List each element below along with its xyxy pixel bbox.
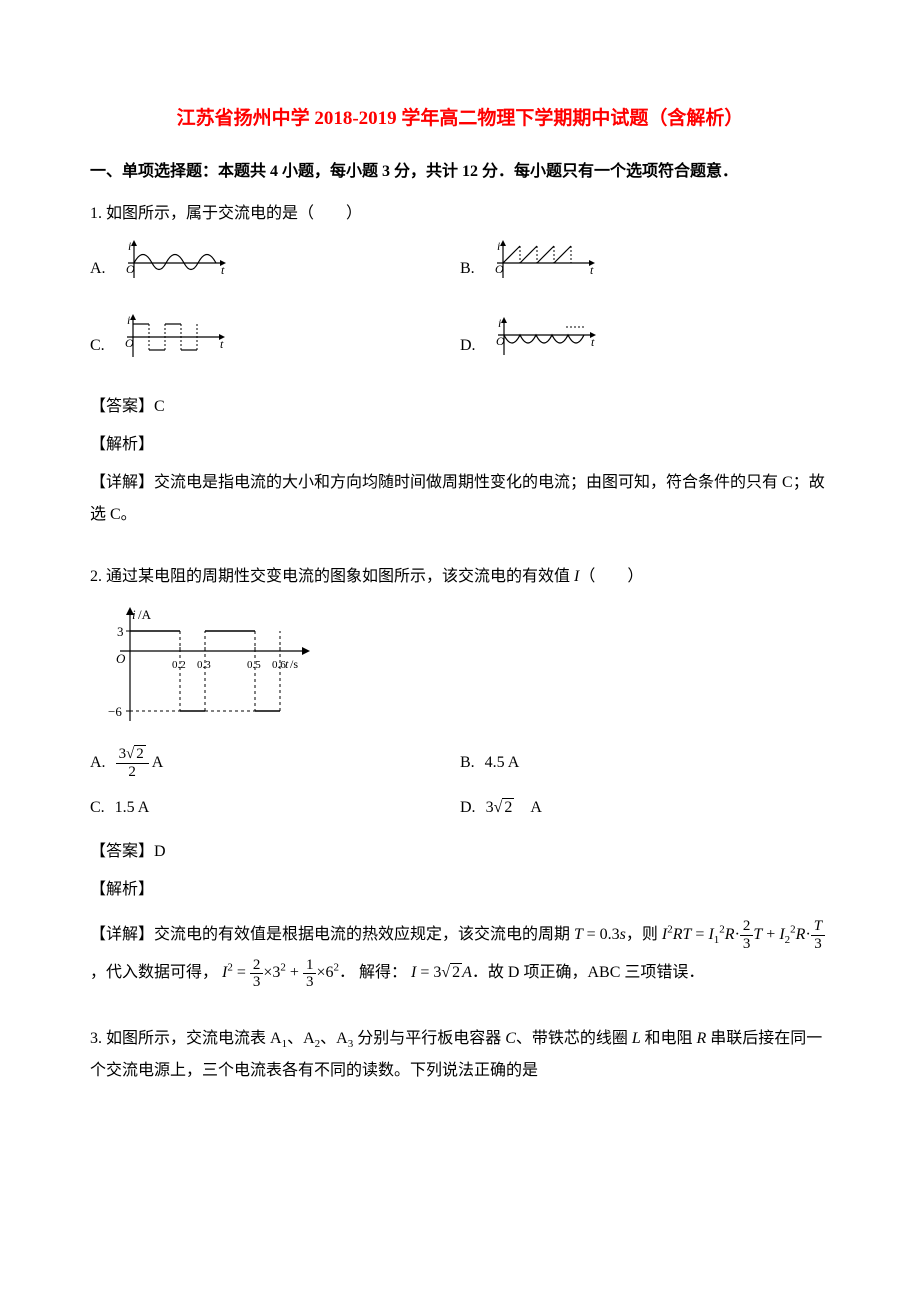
q2-option-a: A. 3√2 2 A <box>90 746 460 780</box>
q1-answer: 【答案】C <box>90 391 830 423</box>
q3-t3: 、A <box>320 1030 348 1047</box>
q2-period: T <box>574 926 587 943</box>
q2-option-c: C. 1.5 A <box>90 792 460 824</box>
q1-details-label: 【详解】 <box>90 474 154 491</box>
q1-details: 【详解】交流电是指电流的大小和方向均随时间做周期性变化的电流；由图可知，符合条件… <box>90 467 830 531</box>
q3-t4: 分别与平行板电容器 <box>353 1030 505 1047</box>
svg-text:t: t <box>590 263 594 277</box>
q2-c-text: 1.5 A <box>115 792 150 824</box>
q2-option-b: B. 4.5 A <box>460 747 830 779</box>
q2-a-label: A. <box>90 747 106 779</box>
q1-answer-label: 【答案】 <box>90 398 154 415</box>
q2-option-d: D. 3√2 A <box>460 792 830 824</box>
document-title: 江苏省扬州中学 2018-2019 学年高二物理下学期期中试题（含解析） <box>90 100 830 138</box>
q1-options-row-1: A. O i t B. O i t <box>90 238 830 300</box>
q2-options-row-2: C. 1.5 A D. 3√2 A <box>90 792 830 824</box>
svg-text:i: i <box>127 313 130 327</box>
q2-details-3: ，代入数据可得， <box>90 964 218 981</box>
q2-details-4: ． 解得： <box>339 964 407 981</box>
svg-text:t: t <box>221 263 225 277</box>
q2-b-text: 4.5 A <box>485 747 520 779</box>
q2-details-1: 交流电的有效值是根据电流的热效应规定，该交流电的周期 <box>154 926 570 943</box>
q2-answer-value: D <box>154 843 166 860</box>
q2-answer: 【答案】D <box>90 836 830 868</box>
q1-text: 1. 如图所示，属于交流电的是（ ） <box>90 198 830 230</box>
svg-text:t: t <box>220 337 224 351</box>
q2-d-text: 3√2 A <box>486 792 542 824</box>
svg-text:−6: −6 <box>108 704 122 719</box>
svg-text:O: O <box>495 262 504 276</box>
q2-answer-label: 【答案】 <box>90 843 154 860</box>
q1-c-label: C. <box>90 330 105 362</box>
q1-option-c: C. O i t <box>90 312 460 379</box>
svg-text:3: 3 <box>117 624 124 639</box>
section-header: 一、单项选择题：本题共 4 小题，每小题 3 分，共计 12 分．每小题只有一个… <box>90 156 830 188</box>
q1-answer-value: C <box>154 398 165 415</box>
svg-text:O: O <box>125 336 134 350</box>
q3-l: L <box>632 1030 645 1047</box>
q1-option-d: D. O i t <box>460 315 830 377</box>
q1-options-row-2: C. O i t D. <box>90 312 830 379</box>
q2-text: 2. 通过某电阻的周期性交变电流的图象如图所示，该交流电的有效值 I（ ） <box>90 561 830 593</box>
q1-d-label: D. <box>460 330 476 362</box>
q2-text-post: （ ） <box>579 568 643 585</box>
svg-text:O: O <box>496 334 505 348</box>
svg-text:O: O <box>116 651 126 666</box>
q2-text-pre: 2. 通过某电阻的周期性交变电流的图象如图所示，该交流电的有效值 <box>90 568 574 585</box>
q1-b-graph: O i t <box>485 238 600 300</box>
q3-t1: 3. 如图所示，交流电流表 A <box>90 1030 282 1047</box>
q2-b-label: B. <box>460 747 475 779</box>
q3-text: 3. 如图所示，交流电流表 A1、A2、A3 分别与平行板电容器 C、带铁芯的线… <box>90 1023 830 1087</box>
q2-c-label: C. <box>90 792 105 824</box>
q2-details-2: ，则 <box>626 926 662 943</box>
svg-text:t: t <box>591 335 595 349</box>
q1-c-graph: O i t <box>115 312 230 379</box>
q3-t5: 、带铁芯的线圈 <box>516 1030 632 1047</box>
q3-r: R <box>697 1030 711 1047</box>
q2-d-label: D. <box>460 792 476 824</box>
q1-option-b: B. O i t <box>460 238 830 300</box>
svg-text:O: O <box>126 262 135 276</box>
svg-text:i: i <box>128 239 131 253</box>
q1-details-text: 交流电是指电流的大小和方向均随时间做周期性变化的电流；由图可知，符合条件的只有 … <box>90 474 825 523</box>
q2-a-unit: A <box>152 747 164 779</box>
q1-a-label: A. <box>90 253 106 285</box>
svg-text:0.6: 0.6 <box>272 659 286 671</box>
svg-text:i: i <box>498 316 501 330</box>
q2-chart: i /A t /s O 3 −6 0.2 0.3 0.5 0.6 <box>90 601 320 731</box>
q2-details-label: 【详解】 <box>90 926 154 943</box>
svg-text:i: i <box>497 239 500 253</box>
q2-explain-label: 【解析】 <box>90 874 830 906</box>
svg-text:/s: /s <box>290 657 298 671</box>
svg-text:/A: /A <box>138 607 152 622</box>
q1-a-graph: O i t <box>116 238 231 300</box>
q2-options-row-1: A. 3√2 2 A B. 4.5 A <box>90 746 830 780</box>
q3-t2: 、A <box>287 1030 315 1047</box>
q1-d-graph: O i t <box>486 315 601 377</box>
q3-t6: 和电阻 <box>645 1030 697 1047</box>
q3-c: C <box>505 1030 516 1047</box>
svg-text:0.5: 0.5 <box>247 659 261 671</box>
svg-text:i: i <box>132 607 136 622</box>
svg-text:0.3: 0.3 <box>197 659 211 671</box>
q2-details-5: ．故 D 项正确，ABC 三项错误． <box>472 964 704 981</box>
q1-b-label: B. <box>460 253 475 285</box>
q2-details: 【详解】交流电的有效值是根据电流的热效应规定，该交流电的周期 T = 0.3s，… <box>90 916 830 993</box>
svg-text:0.2: 0.2 <box>172 659 186 671</box>
q2-a-frac: 3√2 2 <box>116 746 149 780</box>
q1-explain-label: 【解析】 <box>90 429 830 461</box>
q1-option-a: A. O i t <box>90 238 460 300</box>
